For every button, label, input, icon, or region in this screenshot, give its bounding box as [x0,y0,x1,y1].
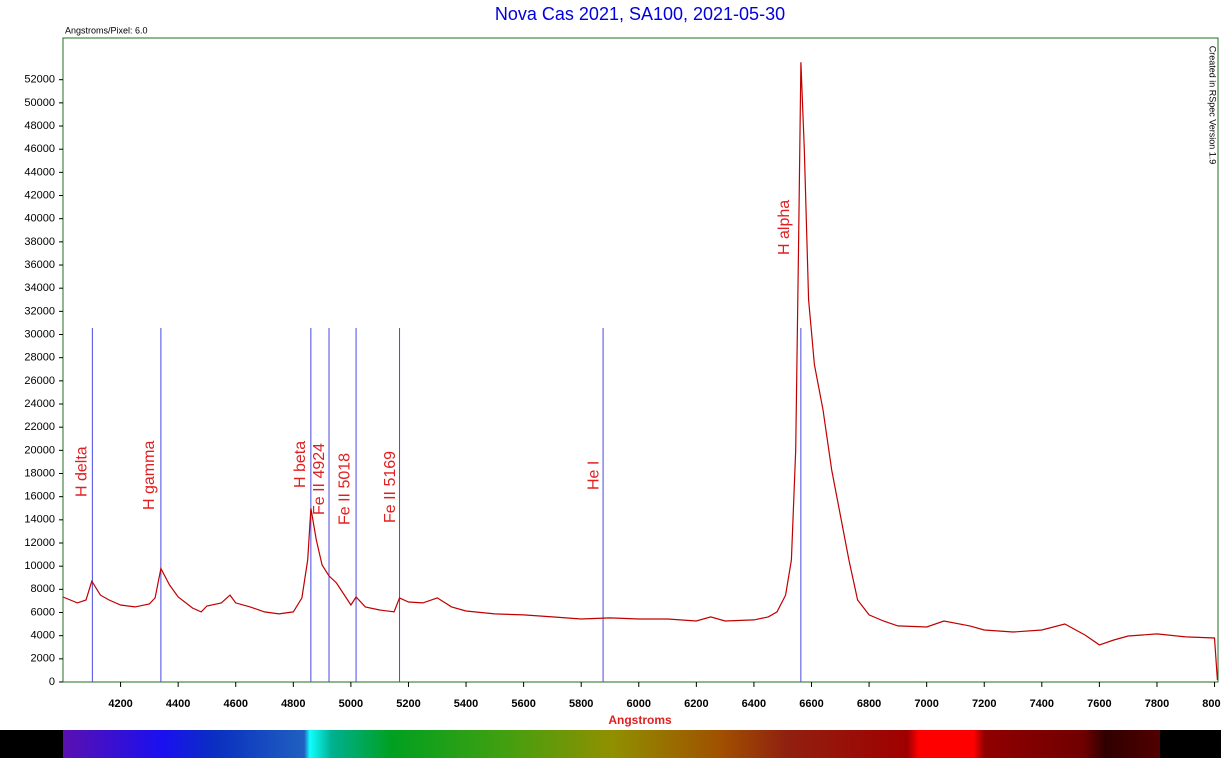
x-tick-label: 6800 [857,698,881,710]
y-tick-label: 50000 [24,97,55,109]
y-tick-label: 40000 [24,213,55,225]
y-tick-label: 26000 [24,375,55,387]
x-tick-label: 6400 [742,698,766,710]
y-tick-label: 14000 [24,514,55,526]
x-tick-label: 4400 [166,698,190,710]
y-tick-label: 0 [49,676,55,688]
x-tick-label: 5400 [454,698,478,710]
x-tick-label: 4600 [223,698,247,710]
y-tick-label: 10000 [24,560,55,572]
marker-label: H delta [74,446,91,497]
y-tick-label: 22000 [24,421,55,433]
x-tick-label: 6000 [627,698,651,710]
x-tick-label: 7000 [914,698,938,710]
x-tick-label: 7800 [1145,698,1169,710]
y-tick-label: 42000 [24,189,55,201]
y-tick-label: 4000 [31,630,55,642]
y-tick-label: 34000 [24,282,55,294]
x-tick-label: 5000 [339,698,363,710]
y-tick-label: 30000 [24,328,55,340]
marker-label: Fe II 5018 [336,453,353,525]
y-tick-label: 44000 [24,166,55,178]
spectrum-line [62,62,1218,681]
y-tick-label: 24000 [24,398,55,410]
x-tick-label: 4800 [281,698,305,710]
y-tick-label: 36000 [24,259,55,271]
y-tick-label: 2000 [31,653,55,665]
marker-label: He I [585,461,602,490]
plot-frame [62,37,1219,683]
marker-label: H gamma [141,441,158,510]
y-tick-label: 8000 [31,583,55,595]
x-tick-label: 7400 [1030,698,1054,710]
y-tick-label: 28000 [24,352,55,364]
marker-label: Fe II 5169 [382,451,399,523]
y-tick-label: 6000 [31,606,55,618]
y-tick-label: 20000 [24,444,55,456]
x-tick-label: 5600 [511,698,535,710]
x-tick-label: 6200 [684,698,708,710]
y-tick-label: 12000 [24,537,55,549]
spectrum-band [63,730,1160,758]
x-tick-label: 4200 [108,698,132,710]
x-tick-label: 7600 [1087,698,1111,710]
x-tick-label: 7200 [972,698,996,710]
x-tick-label: 5800 [569,698,593,710]
marker-label: H alpha [776,200,793,255]
y-tick-label: 16000 [24,491,55,503]
subtitle: Angstroms/Pixel: 6.0 [65,25,148,35]
marker-label: H beta [292,441,309,488]
y-tick-label: 52000 [24,74,55,86]
marker-label: Fe II 4924 [311,443,328,515]
x-tick-label: 6600 [799,698,823,710]
x-axis-label: Angstroms [608,713,672,727]
side-note: Created in RSpec Version 1.9 [1208,46,1218,165]
x-tick-label: 5200 [396,698,420,710]
y-tick-label: 32000 [24,305,55,317]
chart-title: Nova Cas 2021, SA100, 2021-05-30 [495,4,785,24]
y-tick-label: 48000 [24,120,55,132]
y-tick-label: 46000 [24,143,55,155]
x-tick-label: 8000 [1202,698,1221,710]
y-tick-label: 38000 [24,236,55,248]
y-tick-label: 18000 [24,467,55,479]
